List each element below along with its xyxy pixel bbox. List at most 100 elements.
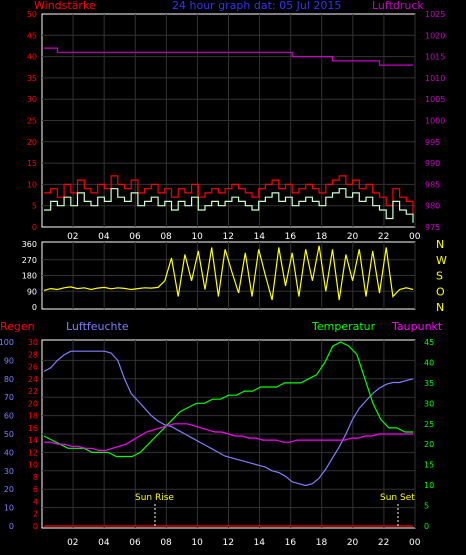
direction-tick-label: 90 <box>27 287 37 296</box>
wind-tick-label: 5 <box>32 202 37 211</box>
rain-tick-label: 2 <box>33 510 38 519</box>
chart-title: 24 hour graph dat: 05 Jul 2015 <box>172 0 341 12</box>
bottom-series <box>43 341 414 527</box>
bottom-grid <box>42 340 416 528</box>
pressure-tick-label: 990 <box>425 159 440 168</box>
x-tick-label: 06 <box>129 232 141 242</box>
dewpoint-label: Taupunkt <box>391 320 443 333</box>
wind-tick-label: 15 <box>27 159 37 168</box>
top-series <box>44 47 414 223</box>
wind-tick-label: 0 <box>32 223 37 232</box>
compass-label: N <box>436 238 444 251</box>
rain-tick-label: 6 <box>33 485 38 494</box>
temperature-tick-label: 5 <box>424 502 429 511</box>
x-tick-label: 16 <box>285 538 297 548</box>
top-grid <box>42 14 416 227</box>
humidity-tick-label: 40 <box>4 448 14 457</box>
pressure-tick-label: 995 <box>425 138 440 147</box>
rain-tick-label: 24 <box>28 375 38 384</box>
temperature-tick-label: 10 <box>424 481 434 490</box>
temperature-tick-label: 0 <box>424 522 429 531</box>
wind-tick-label: 45 <box>27 31 37 40</box>
x-tick-label: 02 <box>67 538 78 548</box>
humidity-tick-label: 70 <box>4 393 14 402</box>
pressure-tick-label: 1025 <box>425 10 445 19</box>
pressure-tick-label: 1000 <box>425 117 445 126</box>
x-tick-label: 04 <box>98 232 110 242</box>
rain-tick-label: 4 <box>33 497 38 506</box>
wind-tick-label: 30 <box>27 95 37 104</box>
rain-tick-label: 16 <box>28 424 38 433</box>
pressure-tick-label: 985 <box>425 180 440 189</box>
x-tick-label: 12 <box>223 232 234 242</box>
bottom-x-ticks: 02 04 06 08 10 12 14 16 18 20 22 00 <box>67 538 421 548</box>
top-x-ticks: 02 04 06 08 10 12 14 16 18 20 22 00 <box>67 232 421 242</box>
rain-tick-label: 18 <box>28 412 38 421</box>
direction-series <box>43 245 414 301</box>
direction-tick-label: 270 <box>22 256 37 265</box>
pressure-tick-label: 1020 <box>425 31 445 40</box>
pressure-tick-label: 1015 <box>425 53 445 62</box>
temperature-tick-label: 15 <box>424 461 434 470</box>
wind-tick-label: 25 <box>27 117 37 126</box>
pressure-tick-label: 975 <box>425 223 440 232</box>
rain-tick-label: 10 <box>28 461 38 470</box>
humidity-tick-label: 90 <box>4 356 14 365</box>
temperature-tick-label: 45 <box>424 338 434 347</box>
compass-label: N <box>436 301 444 314</box>
pressure-line <box>44 47 413 66</box>
temperature-tick-label: 20 <box>424 440 434 449</box>
x-tick-label: 20 <box>347 232 359 242</box>
rain-tick-label: 28 <box>28 350 38 359</box>
compass-label: O <box>436 285 445 298</box>
x-tick-label: 22 <box>378 232 389 242</box>
rain-tick-label: 30 <box>28 338 38 347</box>
rain-tick-label: 8 <box>33 473 38 482</box>
wind-tick-label: 35 <box>27 74 37 83</box>
humidity-tick-label: 0 <box>9 522 14 531</box>
x-tick-label: 08 <box>160 232 172 242</box>
x-tick-label: 10 <box>191 538 203 548</box>
wind-tick-label: 40 <box>27 53 37 62</box>
x-tick-label: 04 <box>98 538 110 548</box>
rain-tick-label: 0 <box>33 522 38 531</box>
wind-tick-label: 20 <box>27 138 37 147</box>
wind-direction-line <box>43 245 414 301</box>
compass-label: W <box>436 254 447 267</box>
wind-speed-line <box>44 188 414 223</box>
x-tick-label: 02 <box>67 232 78 242</box>
x-tick-label: 20 <box>347 538 359 548</box>
temperature-line <box>43 341 413 458</box>
humidity-tick-label: 50 <box>4 430 14 439</box>
dewpoint-line <box>44 423 413 451</box>
humidity-tick-label: 80 <box>4 375 14 384</box>
direction-tick-label: 180 <box>22 272 37 281</box>
rain-tick-label: 26 <box>28 363 38 372</box>
x-tick-label: 10 <box>191 232 203 242</box>
x-tick-label: 00 <box>409 538 421 548</box>
sunset-annotation: Sun Set <box>380 493 415 503</box>
rain-label: Regen <box>0 320 35 333</box>
pressure-tick-label: 1005 <box>425 95 445 104</box>
humidity-tick-label: 60 <box>4 412 14 421</box>
wind-tick-label: 10 <box>27 180 37 189</box>
rain-tick-label: 12 <box>28 448 38 457</box>
wind-gust-line <box>44 175 414 215</box>
x-tick-label: 00 <box>409 232 421 242</box>
x-tick-label: 16 <box>285 232 297 242</box>
rain-tick-label: 14 <box>28 436 38 445</box>
temperature-tick-label: 30 <box>424 399 434 408</box>
x-tick-label: 14 <box>254 232 266 242</box>
compass-label: S <box>436 270 443 283</box>
humidity-tick-label: 20 <box>4 485 14 494</box>
direction-tick-label: 0 <box>32 303 37 312</box>
humidity-line <box>43 350 414 487</box>
humidity-ticks: 0 10 20 30 40 50 60 70 80 90 100 <box>0 338 14 531</box>
